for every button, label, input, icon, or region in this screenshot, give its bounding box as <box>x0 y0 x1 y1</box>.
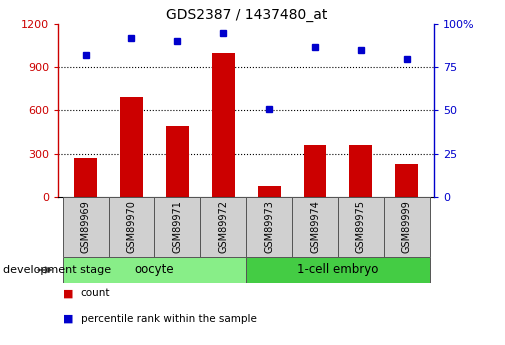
Text: GSM89975: GSM89975 <box>356 200 366 253</box>
Text: 1-cell embryo: 1-cell embryo <box>297 264 379 276</box>
Text: GSM89972: GSM89972 <box>218 200 228 253</box>
Text: ■: ■ <box>63 288 74 298</box>
Bar <box>304 145 326 197</box>
Bar <box>109 197 155 257</box>
Bar <box>200 197 246 257</box>
Bar <box>258 186 281 197</box>
Text: GSM89974: GSM89974 <box>310 200 320 253</box>
Text: GSM89973: GSM89973 <box>264 200 274 253</box>
Text: development stage: development stage <box>3 265 111 275</box>
Bar <box>292 197 338 257</box>
Text: count: count <box>81 288 110 298</box>
Text: GSM89970: GSM89970 <box>126 200 136 253</box>
Bar <box>246 197 292 257</box>
Text: GSM89999: GSM89999 <box>402 200 412 253</box>
Bar <box>63 257 246 283</box>
Text: percentile rank within the sample: percentile rank within the sample <box>81 314 257 324</box>
Bar <box>120 98 143 197</box>
Bar <box>384 197 430 257</box>
Text: oocyte: oocyte <box>135 264 174 276</box>
Text: GSM89969: GSM89969 <box>81 200 90 253</box>
Bar <box>212 53 235 197</box>
Bar <box>349 145 372 197</box>
Title: GDS2387 / 1437480_at: GDS2387 / 1437480_at <box>166 8 327 22</box>
Bar <box>74 158 97 197</box>
Bar <box>395 164 418 197</box>
Bar <box>246 257 430 283</box>
Bar <box>338 197 384 257</box>
Text: GSM89971: GSM89971 <box>172 200 182 253</box>
Bar <box>166 126 189 197</box>
Bar <box>63 197 109 257</box>
Bar <box>155 197 200 257</box>
Text: ■: ■ <box>63 314 74 324</box>
